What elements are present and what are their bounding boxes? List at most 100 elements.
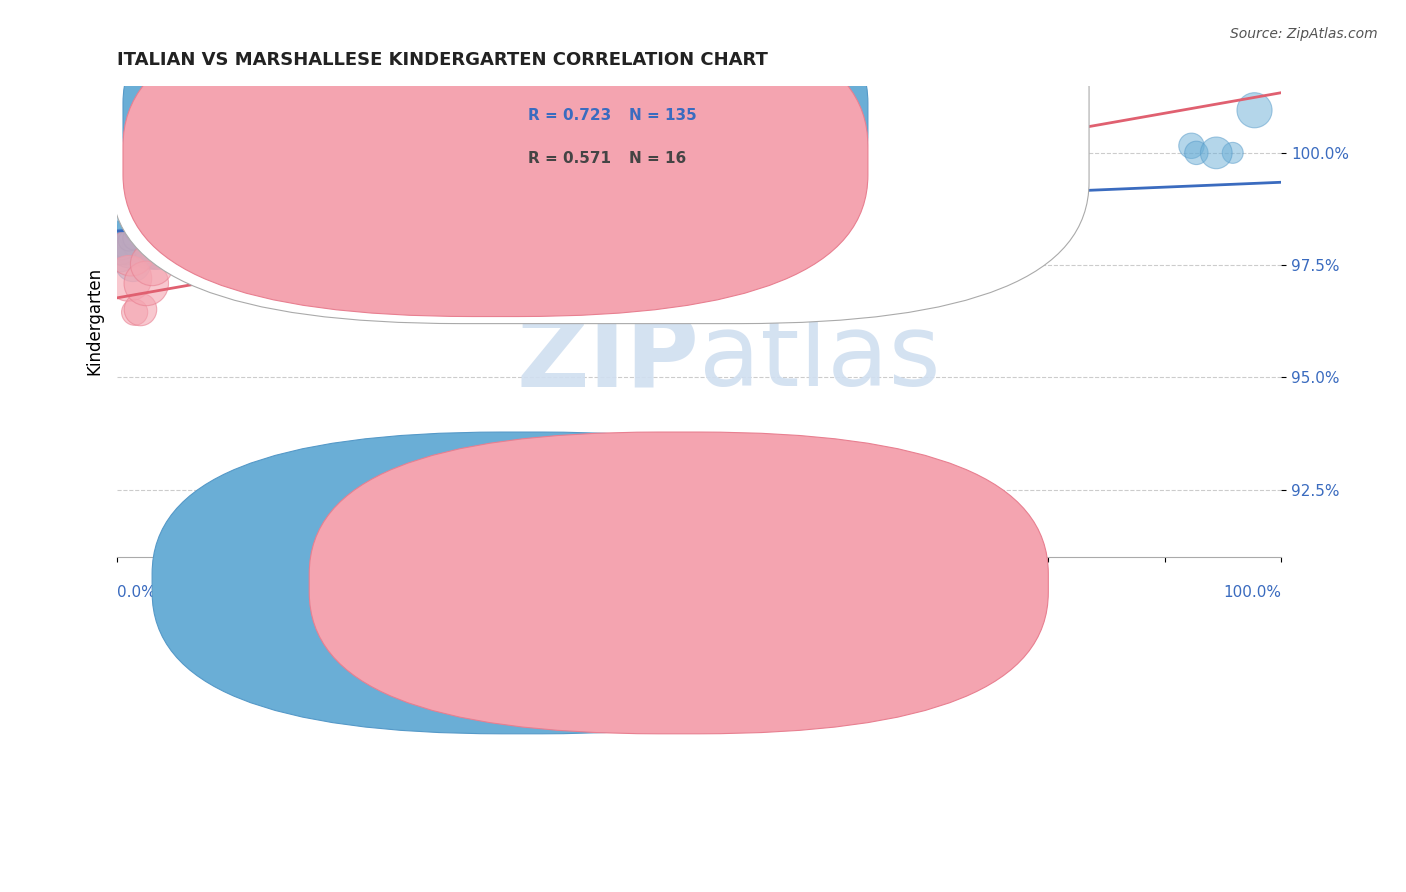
Point xyxy=(807,186,830,200)
Point xyxy=(1205,145,1227,160)
Text: R = 0.571: R = 0.571 xyxy=(529,151,612,166)
Point xyxy=(138,249,160,263)
Point xyxy=(392,145,415,160)
Point xyxy=(118,271,141,285)
Point xyxy=(315,145,337,160)
Point xyxy=(432,207,454,221)
Point xyxy=(142,249,165,263)
Point xyxy=(179,145,201,160)
Point xyxy=(218,214,240,228)
Point xyxy=(333,218,356,232)
FancyBboxPatch shape xyxy=(122,0,868,274)
Point xyxy=(120,245,142,260)
Point xyxy=(148,195,170,210)
Point xyxy=(152,145,174,160)
Point xyxy=(181,240,204,254)
Point xyxy=(461,190,484,204)
Point xyxy=(112,145,135,160)
Point xyxy=(1042,158,1064,172)
Point xyxy=(194,145,217,160)
Point xyxy=(551,186,574,201)
Point xyxy=(122,257,145,271)
Point xyxy=(725,187,748,202)
Point xyxy=(280,202,302,216)
Point xyxy=(139,145,162,160)
Point xyxy=(190,235,212,250)
Point xyxy=(124,231,146,245)
Point xyxy=(709,202,731,216)
Point xyxy=(170,242,193,256)
Point xyxy=(908,145,931,160)
Point xyxy=(367,195,389,210)
Point xyxy=(128,219,150,234)
Text: R = 0.723: R = 0.723 xyxy=(529,109,612,123)
Point xyxy=(325,204,347,219)
Point xyxy=(339,145,361,160)
Point xyxy=(730,196,752,211)
Point xyxy=(273,215,295,229)
Point xyxy=(671,145,693,160)
Point xyxy=(115,247,138,261)
Point xyxy=(176,145,198,160)
Point xyxy=(127,145,149,160)
Point xyxy=(688,117,710,131)
Point xyxy=(1243,103,1265,118)
Point xyxy=(281,219,304,234)
Point xyxy=(860,161,883,176)
Point xyxy=(114,232,136,246)
Point xyxy=(855,177,877,191)
Point xyxy=(141,214,163,228)
Point xyxy=(128,237,150,252)
Point xyxy=(190,214,212,228)
Point xyxy=(191,210,214,224)
Point xyxy=(149,229,172,244)
Point xyxy=(263,232,285,246)
Point xyxy=(165,213,187,227)
Point xyxy=(755,159,778,173)
Point xyxy=(541,198,564,212)
Point xyxy=(249,204,271,219)
Point xyxy=(228,228,250,243)
Point xyxy=(193,145,215,160)
Point xyxy=(110,233,132,247)
Text: ZIP: ZIP xyxy=(516,310,699,408)
Point xyxy=(138,244,160,258)
Point xyxy=(451,204,474,219)
Point xyxy=(136,244,159,258)
Point xyxy=(605,145,627,160)
Point xyxy=(387,238,409,252)
Point xyxy=(329,209,352,223)
Point xyxy=(110,145,132,160)
Point xyxy=(180,234,202,248)
Point xyxy=(149,213,172,227)
Point xyxy=(200,237,222,252)
Point xyxy=(112,145,135,160)
Point xyxy=(420,199,443,213)
Point xyxy=(243,145,266,160)
Point xyxy=(124,145,146,160)
Point xyxy=(135,277,157,291)
Point xyxy=(191,145,214,160)
Point xyxy=(644,178,666,193)
Point xyxy=(548,145,571,160)
Point xyxy=(257,145,280,160)
Point xyxy=(173,229,195,244)
Point xyxy=(127,145,149,160)
Text: N = 135: N = 135 xyxy=(630,109,697,123)
Point xyxy=(118,234,141,248)
Point xyxy=(952,161,974,176)
FancyBboxPatch shape xyxy=(111,0,1090,324)
Text: ITALIAN VS MARSHALLESE KINDERGARTEN CORRELATION CHART: ITALIAN VS MARSHALLESE KINDERGARTEN CORR… xyxy=(117,51,768,69)
Point xyxy=(343,198,366,212)
Point xyxy=(152,218,174,232)
Point xyxy=(118,240,141,254)
Point xyxy=(509,145,531,160)
Point xyxy=(236,222,259,236)
Text: atlas: atlas xyxy=(699,310,941,408)
Point xyxy=(146,236,169,251)
Point xyxy=(191,220,214,235)
Point xyxy=(405,145,427,160)
Point xyxy=(668,183,690,197)
Text: 0.0%: 0.0% xyxy=(117,585,156,600)
Point xyxy=(125,145,148,160)
